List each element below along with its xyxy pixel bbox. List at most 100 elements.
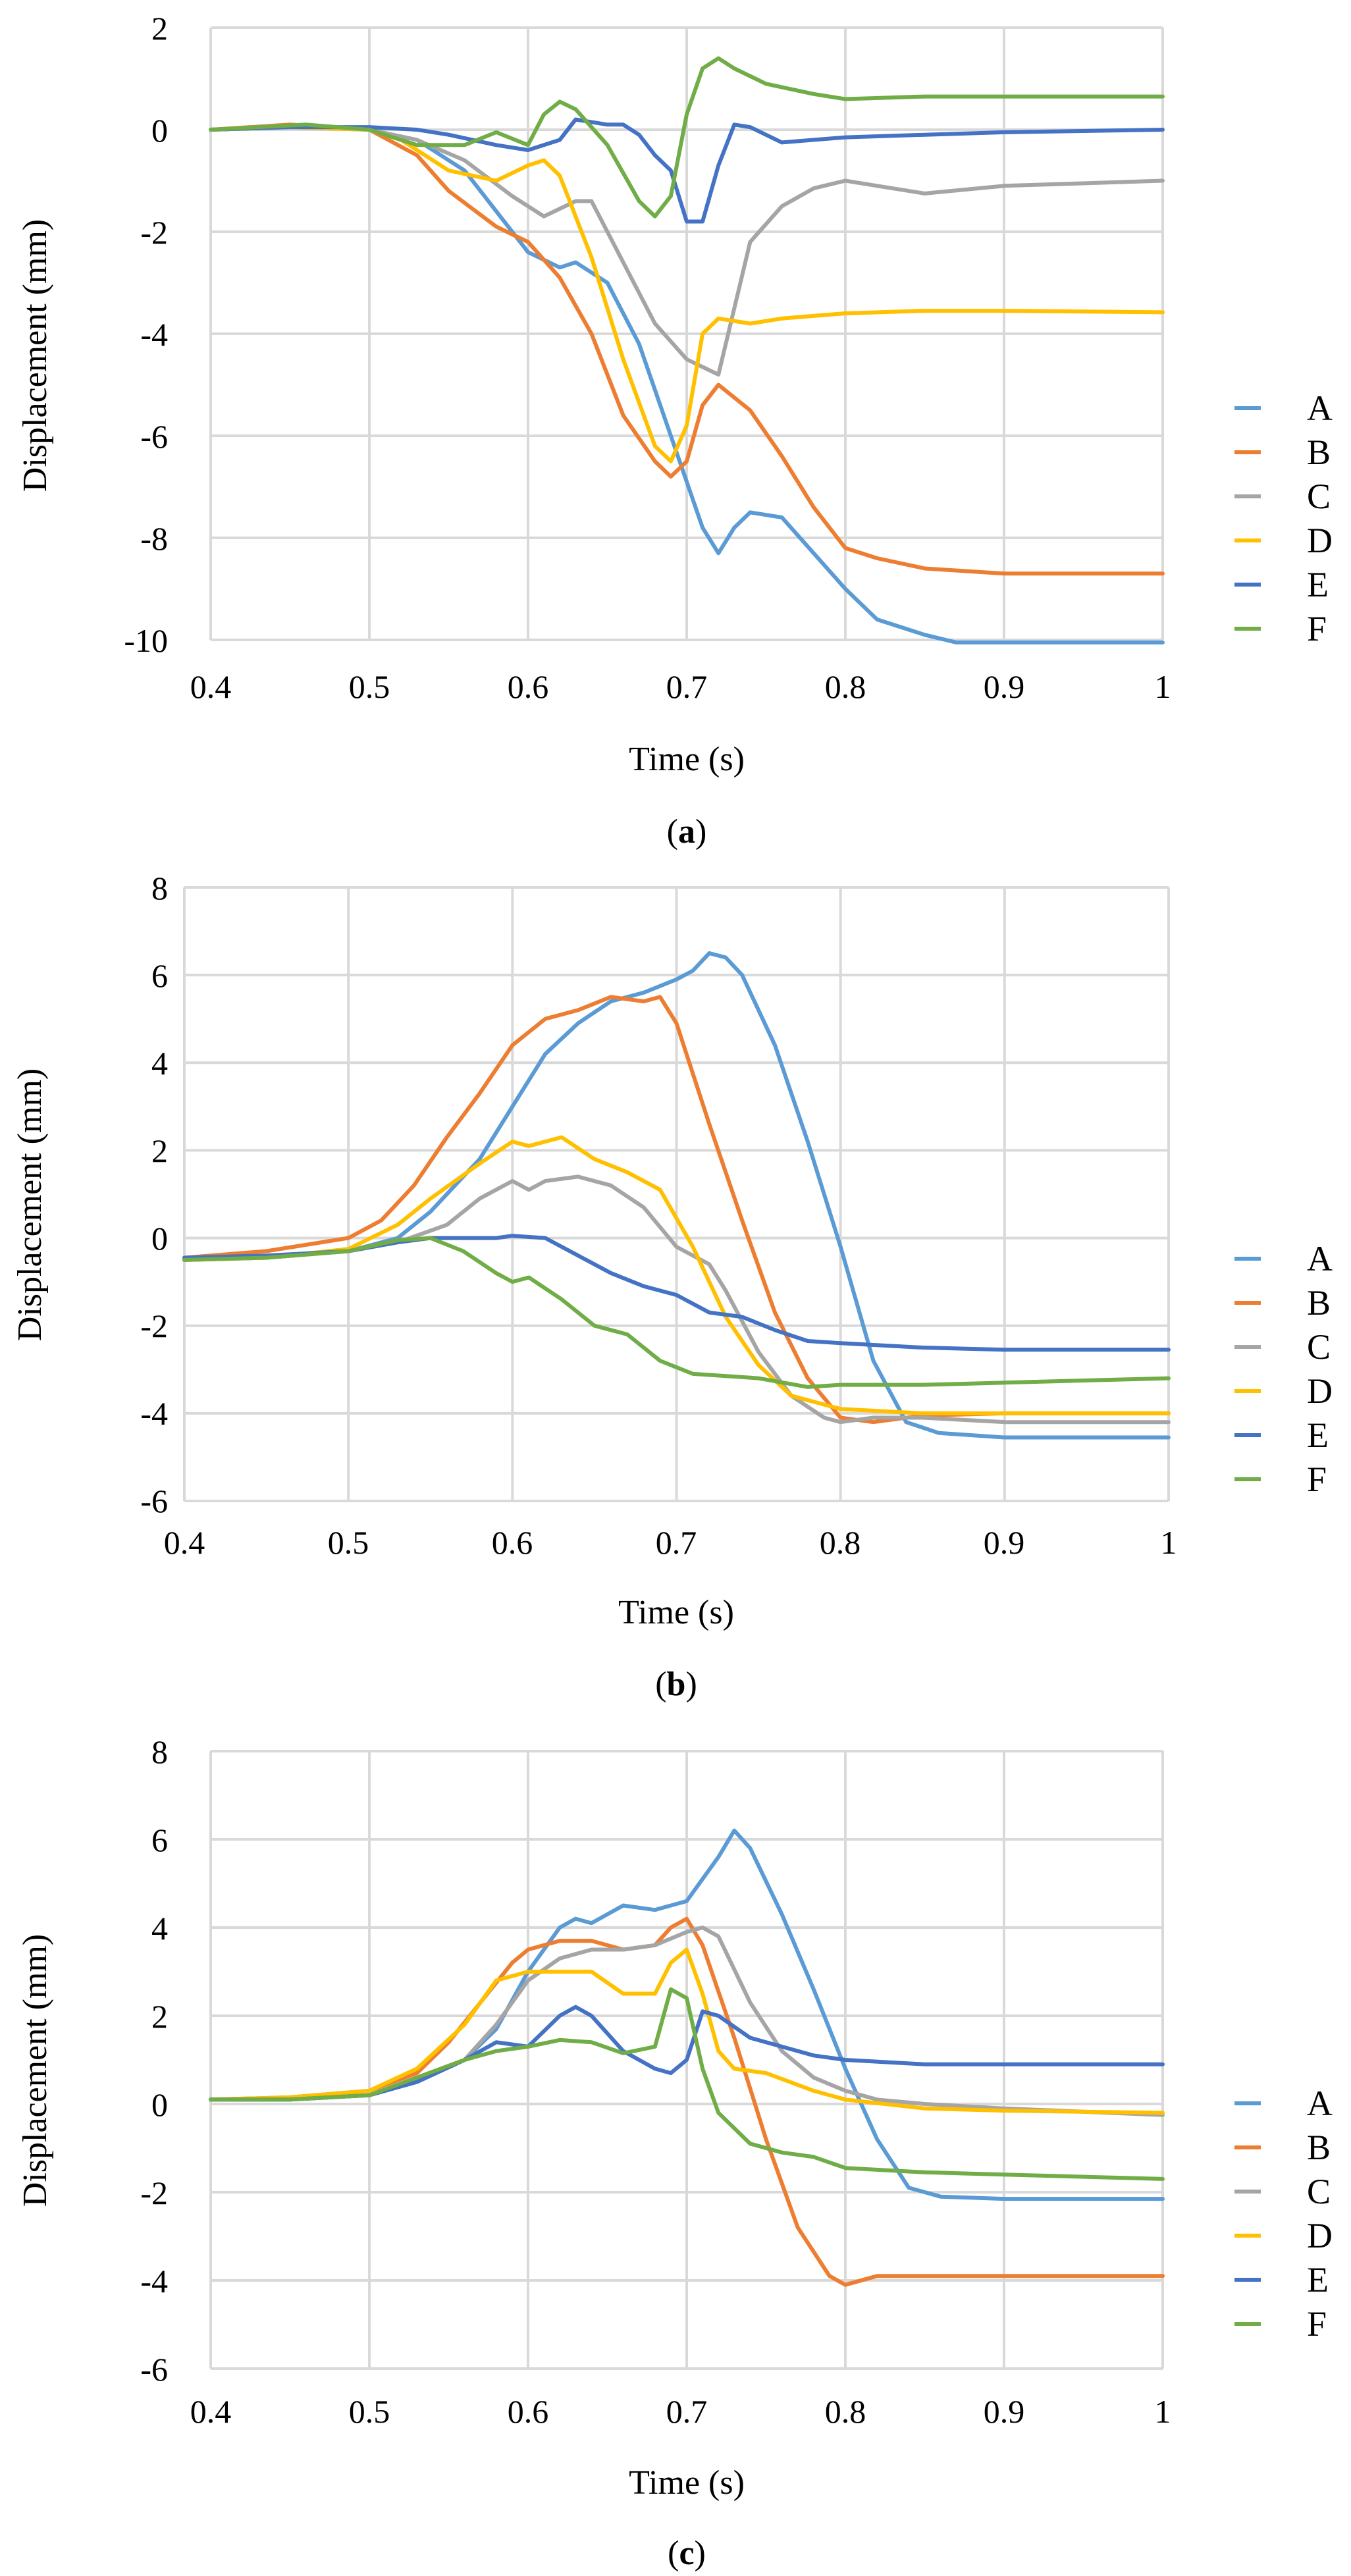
series-line-f <box>209 1987 1165 2181</box>
legend-label: F <box>1307 1459 1327 1499</box>
x-tick-label: 0.9 <box>984 668 1025 705</box>
legend-item-c: C <box>1234 1327 1331 1367</box>
x-tick-label: 0.7 <box>666 2393 708 2430</box>
legend-label: C <box>1307 477 1331 516</box>
y-axis-title-a: Displacement (mm) <box>16 219 54 492</box>
legend-item-c: C <box>1234 477 1331 516</box>
x-tick-label: 0.4 <box>190 668 232 705</box>
legend-label: B <box>1307 433 1331 472</box>
y-tick-label: -10 <box>124 622 168 659</box>
legend-item-b: B <box>1234 1283 1331 1323</box>
y-tick-label: -4 <box>140 2263 168 2300</box>
legend-label: C <box>1307 1327 1331 1367</box>
legend-item-e: E <box>1234 2260 1329 2300</box>
y-tick-labels-b: 8 6 4 2 0 -2 -4 -6 <box>140 870 168 1519</box>
grid-lines-c <box>209 1750 1164 2370</box>
y-tick-label: 4 <box>151 1910 168 1947</box>
legend-b: A B C D E F <box>1234 1239 1333 1499</box>
x-tick-label: 0.8 <box>825 668 866 705</box>
series-line-b <box>209 1916 1165 2287</box>
legend-label: A <box>1307 388 1333 428</box>
legend-item-d: D <box>1234 1371 1333 1411</box>
series-line-f <box>182 1236 1171 1389</box>
y-tick-label: -4 <box>140 1395 168 1432</box>
y-axis-title-c: Displacement (mm) <box>16 1934 54 2207</box>
y-tick-label: -6 <box>140 2351 168 2388</box>
chart-panel-a: 2 0 -2 -4 -6 -8 -10 0.4 0.5 0.6 0.7 0.8 … <box>16 10 1333 851</box>
x-tick-labels-b: 0.4 0.5 0.6 0.7 0.8 0.9 1 <box>164 1524 1177 1561</box>
legend-item-d: D <box>1234 521 1333 560</box>
y-tick-label: 6 <box>151 957 168 994</box>
legend-label: B <box>1307 1283 1331 1323</box>
legend-label: B <box>1307 2128 1331 2167</box>
legend-label: A <box>1307 2084 1333 2123</box>
x-tick-label: 0.5 <box>328 1524 369 1561</box>
x-tick-labels-c: 0.4 0.5 0.6 0.7 0.8 0.9 1 <box>190 2393 1171 2430</box>
legend-item-f: F <box>1234 2304 1327 2344</box>
series-line-a <box>182 951 1171 1440</box>
legend-label: C <box>1307 2172 1331 2211</box>
x-tick-label: 1 <box>1155 2393 1171 2430</box>
x-tick-label: 0.7 <box>656 1524 697 1561</box>
x-axis-title-a: Time (s) <box>629 741 745 778</box>
x-tick-label: 0.6 <box>492 1524 533 1561</box>
y-tick-label: 4 <box>151 1045 168 1082</box>
legend-item-b: B <box>1234 2128 1331 2167</box>
series-line-c <box>209 125 1165 377</box>
x-axis-title-c: Time (s) <box>629 2464 745 2502</box>
grid-lines-b <box>183 886 1170 1502</box>
series-line-d <box>209 125 1165 463</box>
y-tick-label: 2 <box>151 1998 168 2035</box>
y-tick-label: -2 <box>140 2174 168 2211</box>
legend-item-a: A <box>1234 388 1333 428</box>
y-tick-label: 2 <box>151 1132 168 1169</box>
legend-label: A <box>1307 1239 1333 1278</box>
legend-label: D <box>1307 2216 1333 2255</box>
panel-caption-b: (b) <box>655 1666 697 1703</box>
y-tick-label: -4 <box>140 316 168 353</box>
legend-item-d: D <box>1234 2216 1333 2255</box>
x-tick-label: 1 <box>1155 668 1171 705</box>
panel-caption-a: (a) <box>667 813 707 851</box>
grid-lines-a <box>209 26 1164 641</box>
x-tick-label: 0.8 <box>820 1524 861 1561</box>
x-tick-label: 0.9 <box>984 1524 1025 1561</box>
y-tick-label: -2 <box>140 214 168 251</box>
legend-label: F <box>1307 2304 1327 2344</box>
x-tick-label: 0.9 <box>984 2393 1025 2430</box>
y-tick-label: -6 <box>140 1483 168 1519</box>
y-axis-title-b: Displacement (mm) <box>11 1068 49 1341</box>
y-tick-label: 2 <box>151 10 168 47</box>
x-tick-label: 0.4 <box>190 2393 232 2430</box>
legend-label: E <box>1307 1415 1329 1455</box>
y-tick-label: -8 <box>140 520 168 557</box>
legend-label: F <box>1307 609 1327 648</box>
legend-item-e: E <box>1234 1415 1329 1455</box>
x-tick-label: 0.6 <box>508 2393 549 2430</box>
y-tick-label: 6 <box>151 1822 168 1858</box>
series-line-a <box>209 125 1165 644</box>
y-tick-label: 8 <box>151 870 168 907</box>
series-line-b <box>209 122 1165 576</box>
series-lines-c <box>209 1828 1165 2287</box>
legend-label: D <box>1307 1371 1333 1411</box>
series-line-e <box>209 117 1165 224</box>
series-lines-a <box>209 56 1165 644</box>
x-tick-label: 0.5 <box>349 2393 390 2430</box>
y-tick-labels-a: 2 0 -2 -4 -6 -8 -10 <box>124 10 168 659</box>
x-tick-label: 0.4 <box>164 1524 205 1561</box>
legend-item-a: A <box>1234 2084 1333 2123</box>
series-line-c <box>182 1174 1171 1425</box>
x-tick-label: 0.6 <box>508 668 549 705</box>
legend-label: E <box>1307 565 1329 604</box>
y-tick-label: 0 <box>151 1220 168 1257</box>
series-line-d <box>182 1135 1171 1415</box>
legend-item-f: F <box>1234 1459 1327 1499</box>
x-axis-title-b: Time (s) <box>618 1594 734 1631</box>
chart-panel-b: 8 6 4 2 0 -2 -4 -6 0.4 0.5 0.6 0.7 0.8 0… <box>11 870 1333 1703</box>
y-tick-label: 0 <box>151 2086 168 2123</box>
legend-item-c: C <box>1234 2172 1331 2211</box>
x-tick-label: 0.7 <box>666 668 708 705</box>
y-tick-label: 0 <box>151 112 168 149</box>
